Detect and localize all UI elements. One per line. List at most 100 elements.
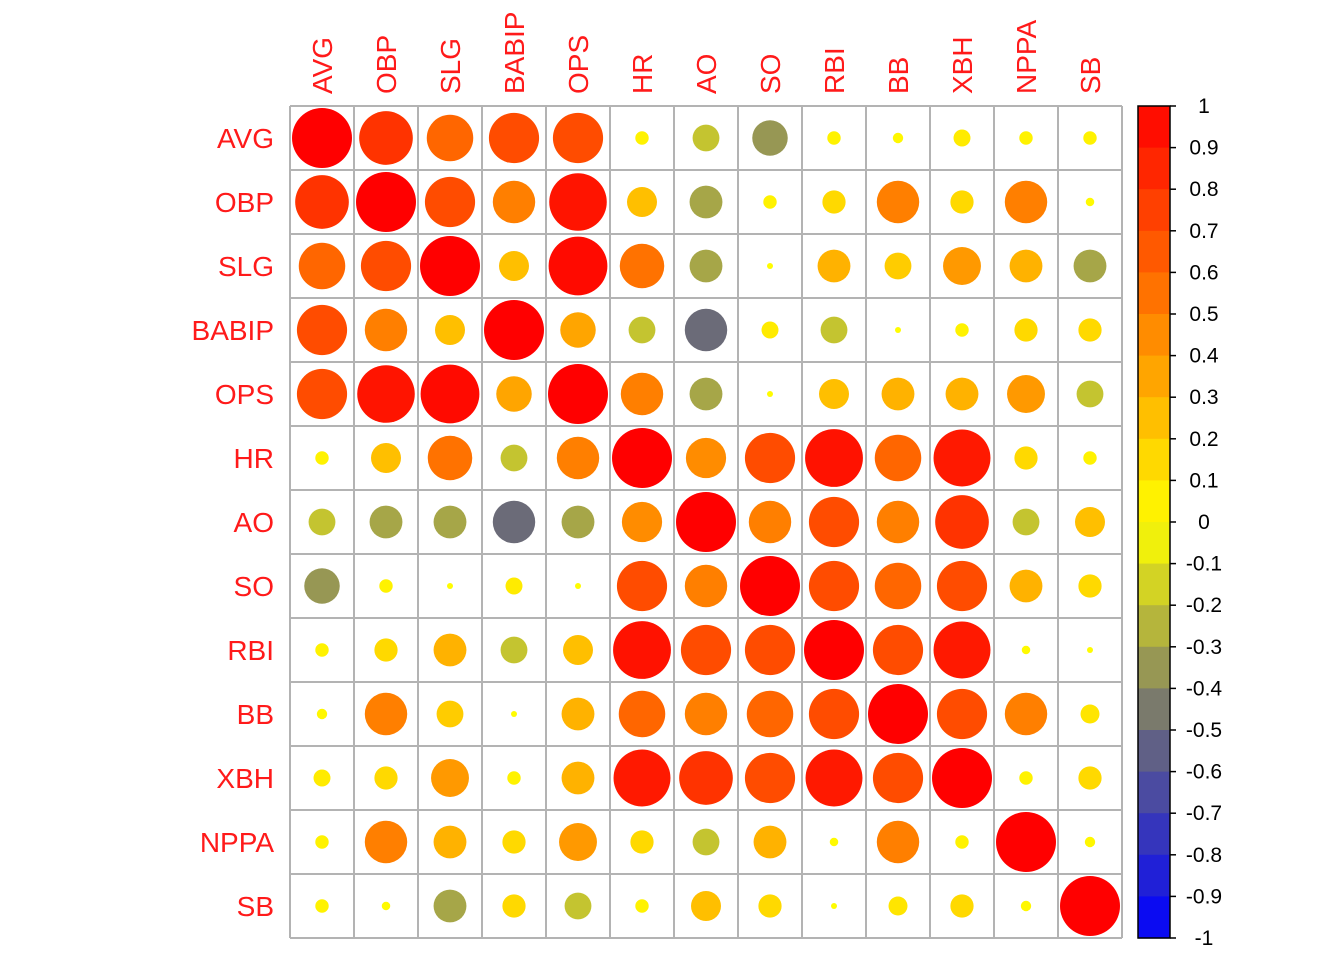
- colorbar-segment: [1138, 314, 1170, 357]
- correlation-circle-slg-babip: SLG / BABIP: 0.25: [499, 251, 529, 281]
- correlation-circle-ops-slg: OPS / SLG: 0.96: [420, 364, 480, 424]
- correlation-circle-avg-obp: AVG / OBP: 0.8: [359, 111, 413, 165]
- correlation-circle-ao-obp: AO / OBP: -0.3: [369, 505, 403, 539]
- colorbar-segment: [1138, 106, 1170, 149]
- correlation-circle-slg-ao: SLG / AO: -0.3: [689, 249, 723, 283]
- correlation-circle-so-hr: SO / HR: 0.7: [616, 560, 668, 612]
- correlation-circle-hr-rbi: HR / RBI: 0.93: [805, 429, 863, 487]
- column-labels: AVG OBP SLG BABIP OPS HR AO SO RBI BB XBH NPPA SB: [307, 12, 1106, 94]
- correlation-circle-avg-avg: AVG / AVG: 1: [292, 108, 352, 168]
- correlation-circle-obp-hr: OBP / HR: 0.25: [627, 187, 657, 217]
- colorbar-segment: [1138, 730, 1170, 773]
- colorbar-segment: [1138, 189, 1170, 232]
- colorbar-segment: [1138, 896, 1170, 939]
- correlation-circle-rbi-slg: RBI / SLG: 0.3: [433, 633, 467, 667]
- colorbar-segment: [1138, 230, 1170, 273]
- correlation-circle-ops-xbh: OPS / XBH: 0.3: [945, 377, 979, 411]
- row-label-sb: SB: [237, 891, 274, 922]
- correlation-circle-sb-slg: SB / SLG: -0.3: [433, 889, 467, 923]
- column-label-obp: OBP: [371, 35, 402, 94]
- correlation-circle-xbh-ao: XBH / AO: 0.8: [679, 751, 733, 805]
- correlation-circle-nppa-xbh: NPPA / XBH: 0.05: [955, 835, 969, 849]
- correlation-circle-so-so: SO / SO: 1: [740, 556, 800, 616]
- correlation-circle-xbh-avg: XBH / AVG: 0.08: [313, 769, 331, 787]
- correlation-circle-so-avg: SO / AVG: -0.35: [304, 568, 340, 604]
- correlation-circle-xbh-bb: XBH / BB: 0.7: [872, 752, 924, 804]
- row-label-nppa: NPPA: [200, 827, 274, 858]
- colorbar-tick-label: -0.9: [1186, 885, 1222, 908]
- correlation-circle-rbi-avg: RBI / AVG: 0.05: [315, 643, 329, 657]
- correlation-circle-hr-babip: HR / BABIP: -0.2: [500, 444, 528, 472]
- correlation-circle-rbi-ao: RBI / AO: 0.7: [680, 624, 732, 676]
- correlation-circle-so-sb: SO / SB: 0.15: [1078, 574, 1102, 598]
- correlation-circle-slg-rbi: SLG / RBI: 0.3: [817, 249, 851, 283]
- correlation-circle-bb-ops: BB / OPS: 0.3: [561, 697, 595, 731]
- correlation-circle-ao-avg: AO / AVG: -0.2: [308, 508, 336, 536]
- correlation-circle-babip-slg: BABIP / SLG: 0.25: [435, 315, 465, 345]
- correlation-circle-slg-xbh: SLG / XBH: 0.4: [943, 247, 981, 285]
- colorbar-segment: [1138, 854, 1170, 897]
- correlation-circle-sb-hr: SB / HR: 0.05: [635, 899, 649, 913]
- correlation-circle-sb-ao: SB / AO: 0.25: [691, 891, 721, 921]
- correlation-circle-ao-rbi: AO / RBI: 0.7: [808, 496, 860, 548]
- correlation-circle-avg-slg: AVG / SLG: 0.6: [426, 114, 474, 162]
- correlation-circle-slg-obp: SLG / OBP: 0.7: [360, 240, 412, 292]
- colorbar-segment: [1138, 813, 1170, 856]
- correlation-circle-sb-xbh: SB / XBH: 0.15: [950, 894, 974, 918]
- correlation-circle-avg-bb: AVG / BB: 0.03: [892, 132, 904, 144]
- colorbar-segment: [1138, 147, 1170, 190]
- correlation-circle-rbi-obp: RBI / OBP: 0.15: [374, 638, 398, 662]
- correlation-circle-babip-xbh: BABIP / XBH: 0.05: [955, 323, 969, 337]
- correlation-circle-rbi-nppa: RBI / NPPA: 0.02: [1021, 645, 1031, 655]
- correlation-circle-nppa-sb: NPPA / SB: 0.03: [1084, 836, 1096, 848]
- correlation-circle-hr-xbh: HR / XBH: 0.9: [933, 429, 991, 487]
- correlation-circle-obp-ao: OBP / AO: -0.3: [689, 185, 723, 219]
- correlation-circle-ao-xbh: AO / XBH: 0.8: [935, 495, 989, 549]
- correlation-circle-ops-hr: OPS / HR: 0.5: [620, 372, 664, 416]
- colorbar-tick-label: 0.1: [1189, 469, 1218, 492]
- correlation-circle-ops-ao: OPS / AO: -0.3: [689, 377, 723, 411]
- correlation-circle-nppa-hr: NPPA / HR: 0.15: [630, 830, 654, 854]
- row-label-so: SO: [234, 571, 274, 602]
- correlation-circle-ao-babip: AO / BABIP: -0.5: [492, 500, 536, 544]
- correlation-circle-sb-sb: SB / SB: 1: [1060, 876, 1120, 936]
- correlation-circle-bb-rbi: BB / RBI: 0.7: [808, 688, 860, 740]
- colorbar-tick-label: -0.1: [1186, 553, 1222, 576]
- correlation-circle-xbh-xbh: XBH / XBH: 1: [932, 748, 992, 808]
- correlation-circle-ops-so: OPS / SO: 0.01: [767, 391, 773, 397]
- correlation-circle-obp-so: OBP / SO: 0.05: [763, 195, 777, 209]
- correlation-circle-nppa-so: NPPA / SO: 0.3: [753, 825, 787, 859]
- correlation-circle-obp-slg: OBP / SLG: 0.7: [424, 176, 476, 228]
- correlation-circle-so-slg: SO / SLG: 0.01: [447, 583, 453, 589]
- correlation-circle-sb-bb: SB / BB: 0.1: [888, 896, 908, 916]
- column-label-babip: BABIP: [499, 12, 530, 94]
- colorbar-tick-label: 0.9: [1189, 137, 1218, 160]
- column-label-nppa: NPPA: [1011, 20, 1042, 94]
- correlation-circle-slg-ops: SLG / OPS: 0.96: [548, 236, 608, 296]
- correlation-circle-ao-hr: AO / HR: 0.45: [621, 501, 663, 543]
- colorbar-tick-label: -1: [1195, 927, 1214, 950]
- correlation-circle-so-ops: SO / OPS: 0.01: [575, 583, 581, 589]
- grid: [289, 105, 1123, 939]
- correlation-circle-obp-avg: OBP / AVG: 0.8: [295, 175, 349, 229]
- colorbar-segment: [1138, 605, 1170, 648]
- correlation-circle-bb-obp: BB / OBP: 0.5: [364, 692, 408, 736]
- correlation-circle-rbi-so: RBI / SO: 0.7: [744, 624, 796, 676]
- column-label-bb: BB: [883, 57, 914, 94]
- correlation-circle-so-babip: SO / BABIP: 0.08: [505, 577, 523, 595]
- correlation-circle-sb-ops: SB / OPS: -0.2: [564, 892, 592, 920]
- colorbar-segment: [1138, 563, 1170, 606]
- correlation-circle-ops-babip: OPS / BABIP: 0.35: [496, 376, 532, 412]
- correlation-circle-so-nppa: SO / NPPA: 0.3: [1009, 569, 1043, 603]
- column-label-slg: SLG: [435, 38, 466, 94]
- correlation-circle-obp-babip: OBP / BABIP: 0.5: [492, 180, 536, 224]
- correlation-circle-obp-rbi: OBP / RBI: 0.15: [822, 190, 846, 214]
- correlation-circle-rbi-xbh: RBI / XBH: 0.9: [933, 621, 991, 679]
- colorbar-segment: [1138, 646, 1170, 689]
- correlation-circle-avg-hr: AVG / HR: 0.05: [635, 131, 649, 145]
- correlation-circle-nppa-bb: NPPA / BB: 0.5: [876, 820, 920, 864]
- colorbar-segment: [1138, 688, 1170, 731]
- correlation-circle-rbi-bb: RBI / BB: 0.7: [872, 624, 924, 676]
- correlation-circle-babip-obp: BABIP / OBP: 0.5: [364, 308, 408, 352]
